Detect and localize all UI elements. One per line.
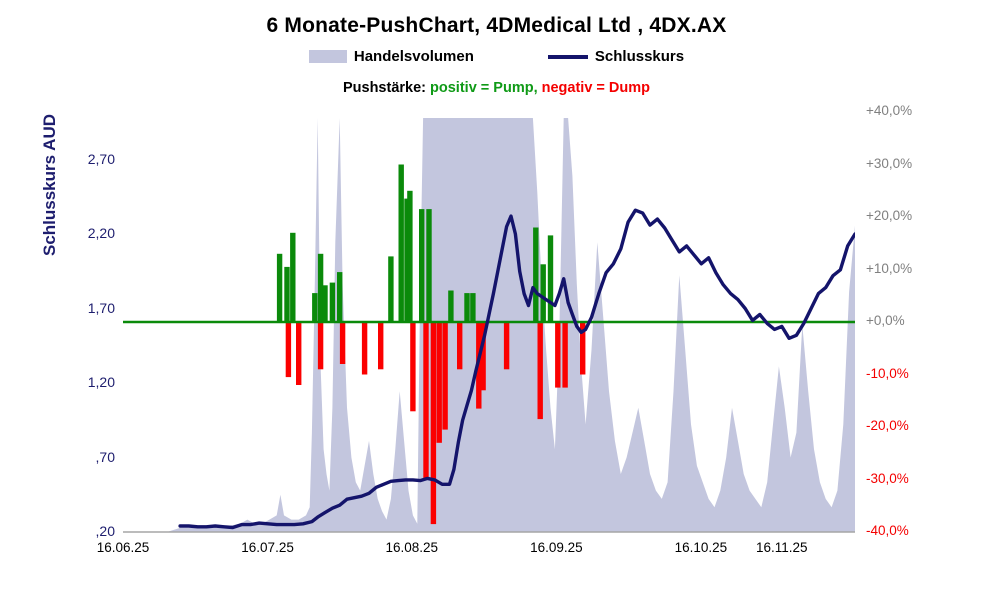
push-bar-positive [547, 235, 554, 322]
push-bar-negative [423, 322, 429, 480]
left-tick-label: ,70 [95, 448, 115, 465]
push-bar-negative [436, 322, 442, 443]
push-bar-positive [404, 198, 410, 322]
push-bar-positive [464, 293, 470, 322]
legend-label-volume: Handelsvolumen [353, 48, 474, 65]
x-tick-label: 16.06.25 [96, 540, 150, 555]
volume-area [123, 118, 855, 532]
push-bar-negative [457, 322, 463, 370]
push-bar-negative [580, 322, 586, 375]
right-tick-label: -10,0% [866, 365, 909, 381]
page-title: 6 Monate-PushChart, 4DMedical Ltd , 4DX.… [266, 14, 727, 37]
push-bar-negative [317, 322, 324, 370]
x-tick-label: 16.10.25 [674, 540, 728, 555]
push-bar-positive [276, 253, 283, 323]
price-line-swatch-icon [547, 54, 588, 59]
push-bar-positive [419, 209, 425, 322]
right-tick-label: +10,0% [866, 260, 913, 276]
push-bar-negative [480, 322, 486, 391]
right-tick-label: -20,0% [866, 418, 909, 433]
right-tick-label: +20,0% [866, 208, 913, 223]
subtitle-positive: positiv = Pump, [430, 80, 538, 96]
plot-area [123, 112, 855, 533]
subtitle-negative: negativ = Dump [541, 80, 650, 96]
push-bar-negative [555, 322, 561, 388]
left-axis-ticks: 2,70 2,20 1,70 1,20 ,70 ,20 [63, 112, 115, 540]
push-bar-negative [503, 322, 510, 370]
push-bar-positive [470, 293, 476, 322]
right-tick-label: -40,0% [866, 523, 909, 538]
legend-label-price: Schlusskurs [594, 48, 685, 65]
push-bar-negative [285, 322, 292, 378]
x-tick-label: 16.11.25 [756, 540, 808, 555]
left-tick-label: 2,20 [87, 225, 115, 241]
right-tick-label: +30,0% [866, 155, 913, 171]
right-tick-label: -30,0% [866, 470, 909, 486]
right-axis-ticks: +40,0% +30,0% +20,0% +10,0% +0,0% -10,0% -20,0… [866, 103, 986, 538]
x-axis-ticks: 16.06.25 16.07.25 16.08.25 16.09.25 16.10.25… [97, 540, 855, 564]
chart-canvas [123, 118, 855, 533]
push-bar-negative [430, 322, 437, 525]
left-tick-label: 1,20 [87, 374, 115, 390]
push-bar-positive [388, 256, 394, 322]
right-tick-label: +40,0% [866, 103, 913, 118]
push-bar-negative [339, 322, 346, 364]
x-tick-label: 16.09.25 [530, 540, 583, 555]
push-bar-negative [562, 322, 568, 388]
legend-item-volume: Handelsvolumen [308, 48, 474, 65]
push-bar-positive [312, 293, 318, 322]
push-bar-negative [361, 322, 368, 375]
chart-legend: Handelsvolumen Schlusskurs [0, 48, 993, 65]
left-tick-label: 2,70 [87, 150, 115, 167]
push-bar-negative [442, 322, 448, 430]
push-bar-positive [322, 285, 328, 323]
push-bar-positive [329, 282, 336, 322]
push-bar-negative [296, 322, 302, 385]
x-tick-label: 16.08.25 [385, 540, 439, 555]
volume-area-swatch-icon [308, 50, 347, 63]
left-axis-title: Schlusskurs AUD [40, 113, 59, 257]
subtitle-prefix: Pushstärke: [342, 80, 426, 96]
x-tick-label: 16.07.25 [241, 540, 294, 555]
left-tick-label: ,20 [95, 523, 115, 539]
push-bar-positive [448, 290, 454, 322]
push-bar-positive [290, 232, 296, 323]
push-bar-positive [426, 209, 432, 322]
push-bar-positive [398, 164, 404, 322]
push-bar-negative [410, 322, 416, 412]
push-bar-positive [317, 253, 324, 323]
push-bar-positive [284, 266, 290, 322]
left-tick-label: 1,70 [87, 299, 115, 316]
push-bar-positive [407, 190, 413, 323]
push-bar-positive [533, 227, 539, 322]
price-line [178, 208, 855, 530]
right-tick-label: +0,0% [866, 313, 905, 328]
push-bar-negative [537, 322, 543, 420]
push-bar-positive [540, 264, 546, 323]
legend-item-price: Schlusskurs [547, 48, 685, 65]
push-strength-subtitle: Pushstärke: positiv = Pump, negativ = Du… [0, 80, 993, 96]
push-bar-negative [378, 322, 384, 370]
push-bar-positive [337, 272, 343, 322]
